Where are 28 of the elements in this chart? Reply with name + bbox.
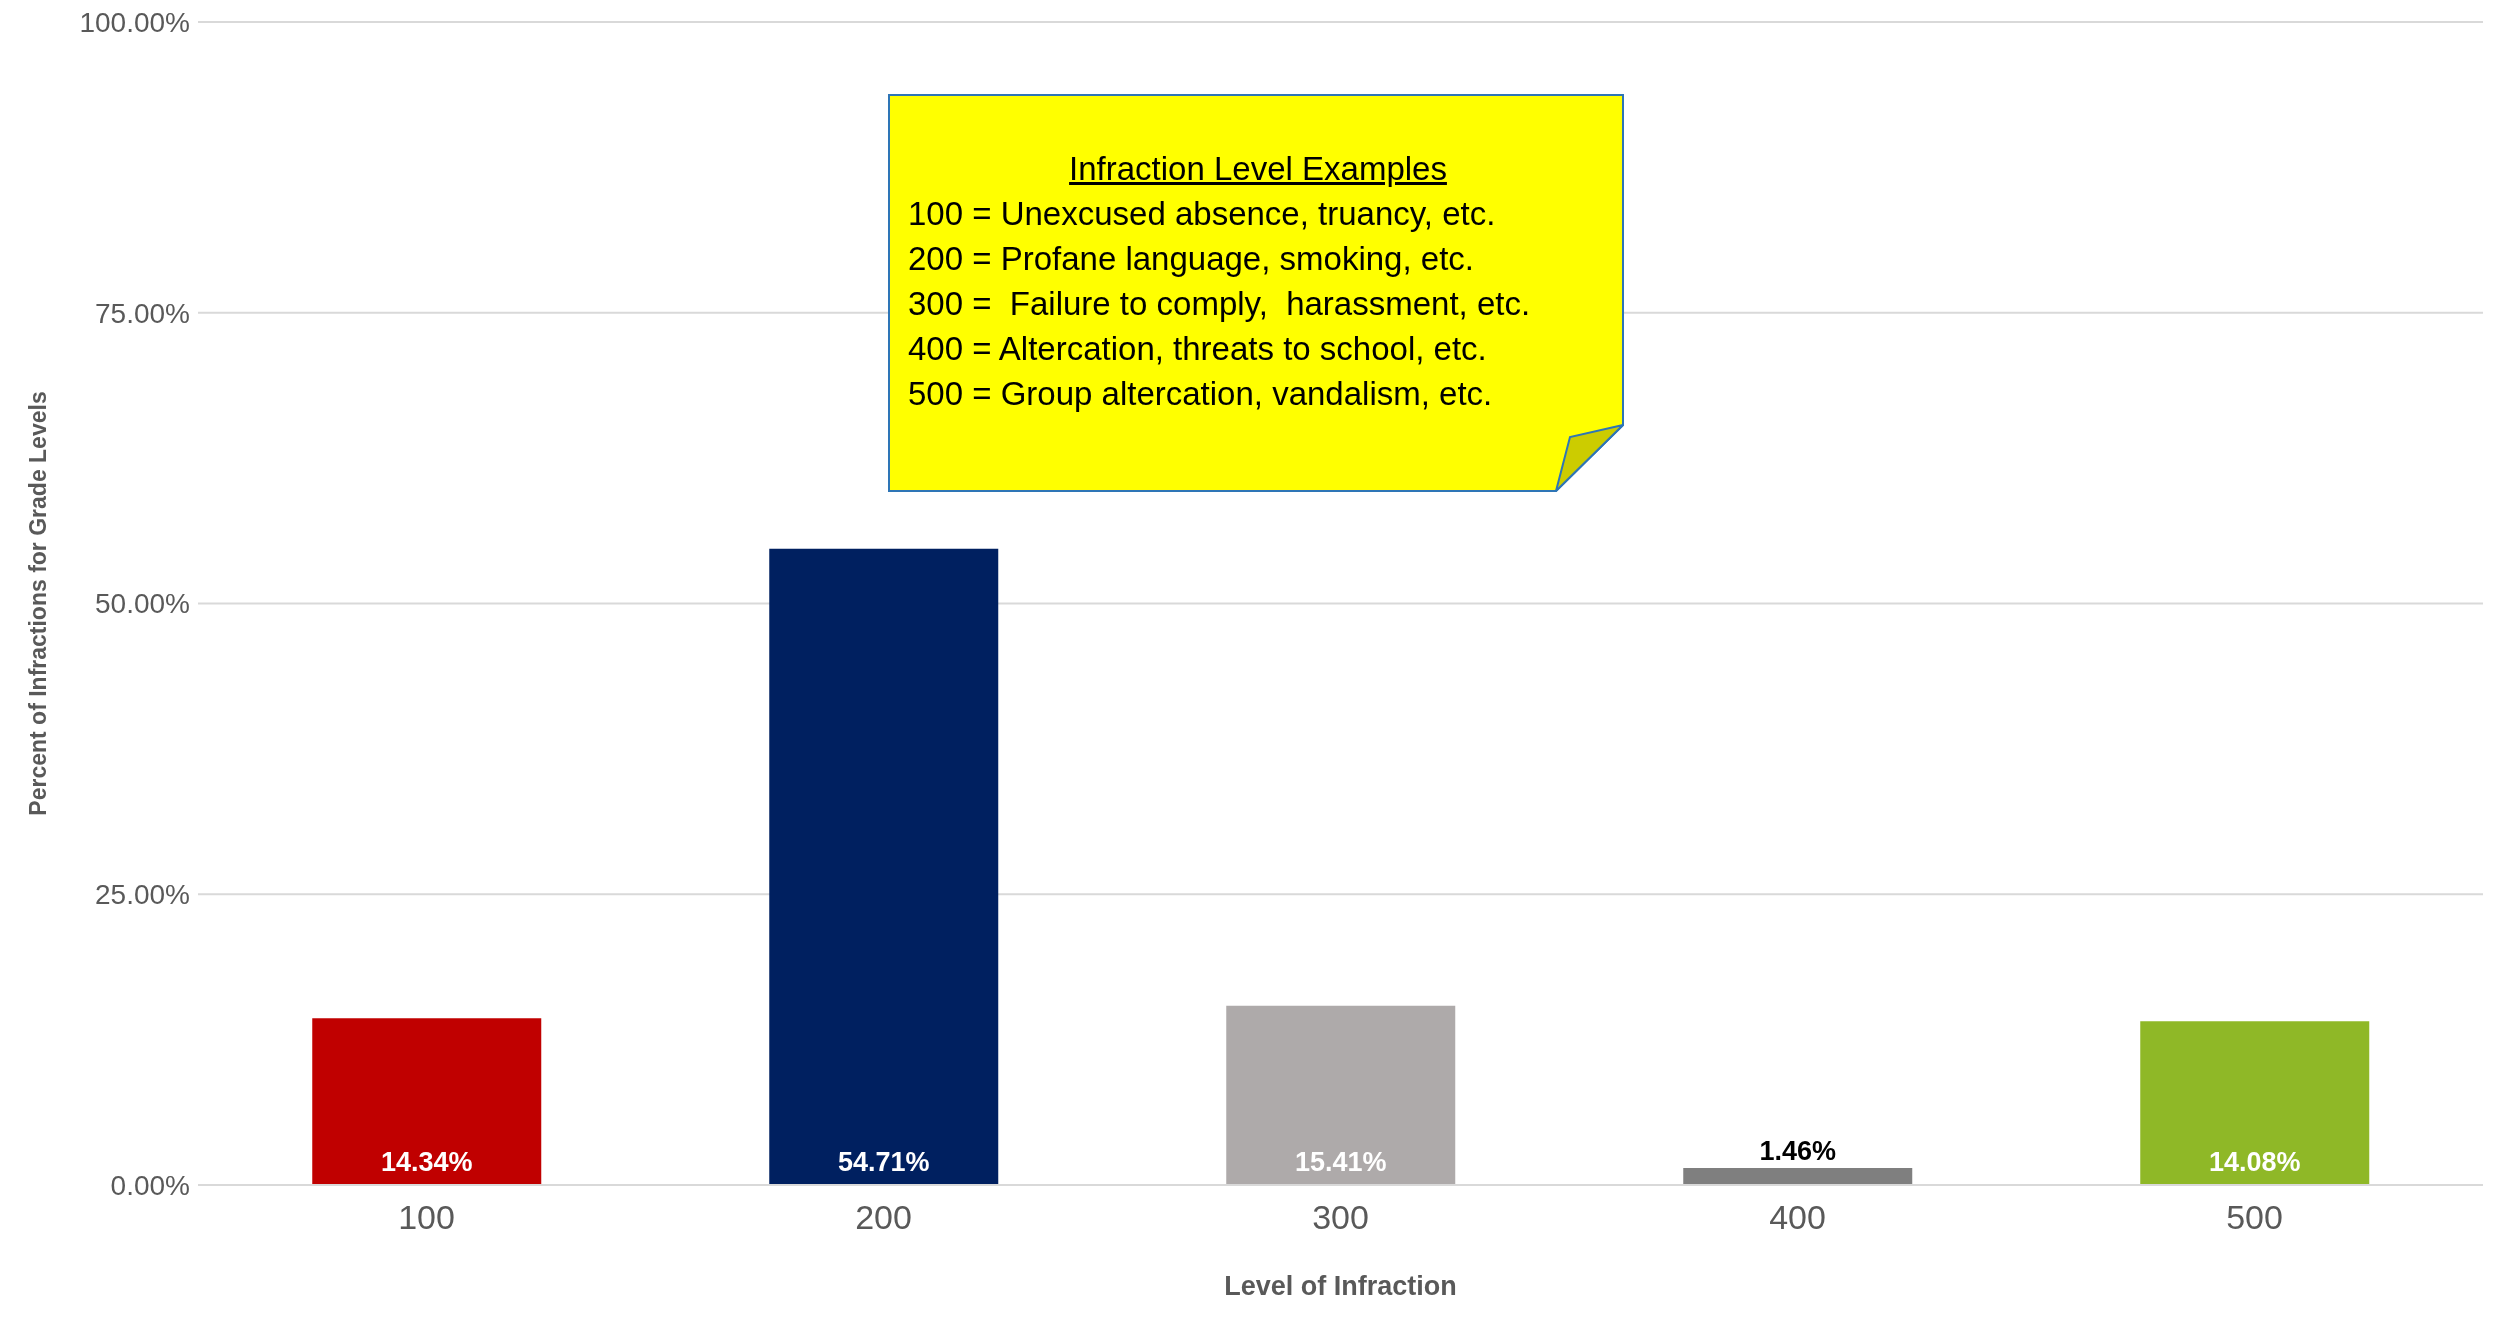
annotation: 300 = Failure to comply, harassment, etc. — [908, 284, 1532, 324]
x-tick-label: 500 — [2226, 1198, 2283, 1237]
annotation: 400 = Altercation, threats to school, etc. — [908, 329, 1488, 369]
x-tick-label: 400 — [1769, 1198, 1826, 1237]
y-tick-label: 50.00% — [95, 588, 190, 620]
x-tick-label: 100 — [398, 1198, 455, 1237]
annotation: Infraction Level Examples — [1068, 149, 1448, 189]
x-tick-label: 200 — [855, 1198, 912, 1237]
bar — [312, 1018, 542, 1185]
y-tick-label: 100.00% — [79, 6, 190, 38]
annotation: 100 = Unexcused absence, truancy, etc. — [908, 194, 1497, 234]
bar — [1683, 1168, 1913, 1185]
data-label: 1.46% — [1759, 1136, 1837, 1167]
bar — [1226, 1005, 1456, 1185]
bar — [2140, 1021, 2370, 1185]
annotation: 200 = Profane language, smoking, etc. — [908, 239, 1475, 279]
data-label: 15.41% — [1294, 1147, 1387, 1177]
bar — [769, 548, 999, 1185]
y-tick-label: 75.00% — [95, 297, 190, 329]
x-tick-label: 300 — [1312, 1198, 1369, 1237]
y-tick-label: 25.00% — [95, 879, 190, 911]
annotation: 500 = Group altercation, vandalism, etc. — [908, 374, 1494, 414]
y-tick-label: 0.00% — [110, 1169, 190, 1201]
data-label: 54.71% — [837, 1147, 930, 1177]
data-label: 14.08% — [2208, 1147, 2301, 1177]
data-label: 14.34% — [380, 1147, 473, 1177]
x-axis-title: Level of Infraction — [1224, 1271, 1457, 1301]
y-axis-title: Percent of Infractions for Grade Levels — [25, 391, 52, 816]
